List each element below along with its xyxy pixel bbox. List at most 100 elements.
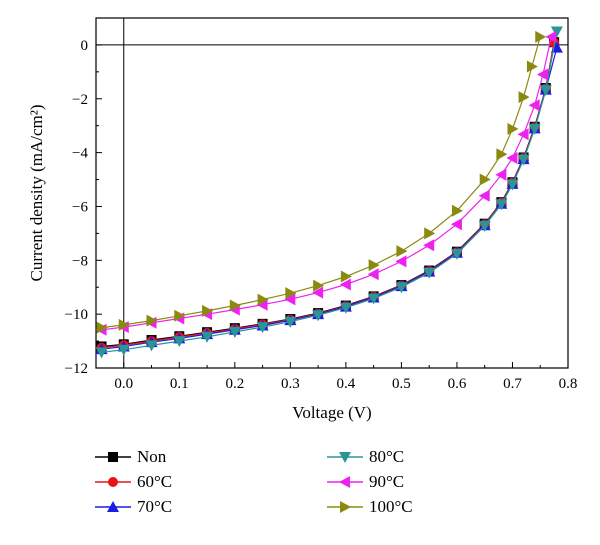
data-point <box>173 336 186 348</box>
data-point <box>450 218 462 231</box>
data-point <box>395 282 408 294</box>
y-tick-label: −8 <box>72 253 88 269</box>
data-point <box>228 326 241 338</box>
data-point <box>367 293 380 305</box>
data-point <box>312 310 325 322</box>
data-point <box>229 299 241 312</box>
data-point <box>495 168 507 181</box>
data-point <box>96 321 108 334</box>
legend-marker <box>108 452 118 462</box>
y-tick-label: −12 <box>65 361 88 377</box>
x-tick-label: 0.8 <box>559 376 578 392</box>
y-axis-label: Current density (mA/cm²) <box>27 105 46 282</box>
data-point <box>545 30 557 43</box>
y-tick-label: −4 <box>72 146 88 162</box>
legend-swatch <box>95 477 131 487</box>
data-point <box>339 278 351 291</box>
legend-item: 60°C <box>95 471 172 493</box>
legend-item: 100°C <box>327 496 413 518</box>
data-point <box>528 99 540 112</box>
data-point <box>478 189 490 202</box>
data-point <box>479 173 491 186</box>
x-tick-label: 0.6 <box>448 376 467 392</box>
data-point <box>478 220 491 232</box>
legend-swatch <box>327 476 363 488</box>
data-point <box>506 152 518 164</box>
data-point <box>95 347 108 359</box>
data-point <box>340 270 352 283</box>
data-point <box>528 123 541 135</box>
data-point <box>202 304 214 317</box>
data-point <box>506 179 519 191</box>
data-point <box>339 302 352 314</box>
legend-item: 90°C <box>327 471 404 493</box>
data-point <box>539 85 552 97</box>
data-point <box>284 316 297 328</box>
legend-item: 80°C <box>327 446 404 468</box>
data-point <box>174 309 186 322</box>
legend-label: 80°C <box>369 447 405 466</box>
legend-marker <box>339 452 351 463</box>
legend-item: 70°C <box>95 496 172 518</box>
data-point <box>146 314 158 327</box>
data-point <box>526 60 538 73</box>
data-point <box>495 199 508 211</box>
data-point <box>201 331 214 343</box>
data-point <box>507 122 519 135</box>
data-point <box>537 68 549 81</box>
legend-swatch <box>95 452 131 462</box>
data-point <box>550 26 563 38</box>
data-point <box>423 239 435 252</box>
legend-label: 70°C <box>137 497 173 516</box>
data-point <box>496 148 508 161</box>
x-axis-label: Voltage (V) <box>292 403 371 422</box>
data-point <box>396 245 408 258</box>
y-tick-label: −10 <box>65 307 88 323</box>
data-point <box>451 204 463 217</box>
data-point <box>368 259 380 272</box>
legend-item: Non <box>95 446 166 468</box>
data-point <box>256 298 268 311</box>
series-line <box>101 36 552 331</box>
legend-marker <box>340 501 351 513</box>
x-tick-label: 0.7 <box>503 376 522 392</box>
data-point <box>517 154 530 166</box>
x-tick-label: 0.3 <box>281 376 300 392</box>
x-tick-label: 0.4 <box>337 376 356 392</box>
y-tick-label: −6 <box>72 199 88 215</box>
data-point <box>145 340 158 352</box>
data-point <box>450 248 463 260</box>
legend-marker <box>339 476 350 488</box>
legend-swatch <box>327 501 363 513</box>
y-tick-label: 0 <box>81 38 89 54</box>
legend-label: 60°C <box>137 472 173 491</box>
legend-label: 90°C <box>369 472 405 491</box>
plot-frame <box>95 17 569 369</box>
y-tick-label: −2 <box>72 92 88 108</box>
legend-marker <box>108 477 118 487</box>
data-point <box>535 30 547 43</box>
data-point <box>518 91 530 104</box>
legend: Non 60°C 70°C 80°C 90°C 100°C <box>95 446 515 526</box>
data-point <box>424 227 436 240</box>
data-point <box>256 322 269 334</box>
data-point <box>313 279 325 292</box>
x-tick-label: 0.1 <box>170 376 189 392</box>
legend-label: Non <box>137 447 167 466</box>
data-point <box>117 344 130 356</box>
x-tick-label: 0.0 <box>114 376 133 392</box>
data-point <box>395 255 407 268</box>
data-point <box>285 287 297 300</box>
legend-swatch <box>95 501 131 512</box>
data-point <box>284 293 296 306</box>
data-point <box>517 128 529 141</box>
data-point <box>257 293 269 306</box>
data-point <box>118 318 130 331</box>
x-tick-label: 0.5 <box>392 376 411 392</box>
data-point <box>367 268 379 281</box>
legend-marker <box>107 501 119 512</box>
legend-swatch <box>327 452 363 463</box>
legend-label: 100°C <box>369 497 413 516</box>
